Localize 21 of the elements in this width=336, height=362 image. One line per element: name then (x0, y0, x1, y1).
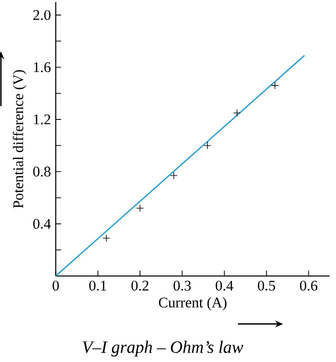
y-tick-label: 2.0 (33, 10, 50, 20)
x-tick-label: 0.6 (300, 280, 318, 291)
y-axis-title: Potential difference (V) (12, 70, 26, 208)
x-tick-label: 0.1 (89, 280, 106, 291)
y-tick-label: 0.8 (33, 166, 50, 177)
point (204, 142, 212, 150)
x-tick-label: 0.5 (258, 280, 276, 291)
point (102, 234, 110, 242)
point (233, 109, 241, 117)
point (170, 172, 178, 180)
y-tick-label: 1.6 (34, 62, 51, 72)
x-tick-label: 0.4 (216, 280, 234, 291)
x-axis-title: Current (A) (158, 297, 226, 310)
x-tick-label: 0.2 (131, 280, 148, 291)
point (136, 204, 144, 212)
point (271, 82, 279, 90)
y-tick-label: 0.4 (33, 218, 51, 229)
x-tick-label: 0.3 (174, 280, 191, 291)
y-tick-label: 1.2 (34, 114, 50, 124)
text: V–I graph – Ohm’s law (82, 340, 244, 357)
x-tick-label: 0 (52, 280, 59, 291)
